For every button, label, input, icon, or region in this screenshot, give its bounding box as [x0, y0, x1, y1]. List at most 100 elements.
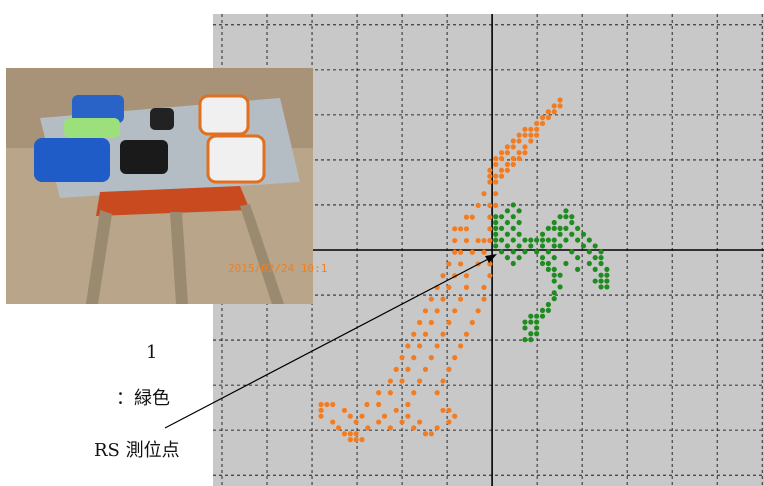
point [522, 237, 527, 242]
annotation: 1 [146, 342, 157, 363]
point [429, 431, 434, 436]
point [470, 250, 475, 255]
point [575, 237, 580, 242]
point [452, 238, 457, 243]
point [493, 174, 498, 179]
point [557, 214, 562, 219]
point [487, 215, 492, 220]
point [528, 331, 533, 336]
point [417, 419, 422, 424]
point [499, 174, 504, 179]
point [546, 308, 551, 313]
point [528, 337, 533, 342]
point [528, 314, 533, 319]
point [464, 215, 469, 220]
point [458, 226, 463, 231]
point [446, 285, 451, 290]
point [499, 150, 504, 155]
point [575, 226, 580, 231]
point [493, 226, 498, 231]
point [505, 255, 510, 260]
point [528, 138, 533, 143]
point [534, 127, 539, 132]
point [505, 168, 510, 173]
point [505, 162, 510, 167]
point [405, 414, 410, 419]
point [446, 419, 451, 424]
point [546, 261, 551, 266]
point [511, 144, 516, 149]
point [517, 220, 522, 225]
photo-battery [64, 118, 120, 138]
point [446, 261, 451, 266]
point [487, 174, 492, 179]
point [552, 109, 557, 114]
point [575, 267, 580, 272]
point [458, 261, 463, 266]
point [470, 320, 475, 325]
point [440, 273, 445, 278]
point [557, 243, 562, 248]
point [505, 243, 510, 248]
point [534, 325, 539, 330]
point [440, 378, 445, 383]
point [546, 249, 551, 254]
point [493, 232, 498, 237]
point [552, 103, 557, 108]
point [499, 214, 504, 219]
point [575, 255, 580, 260]
point [487, 179, 492, 184]
point [376, 419, 381, 424]
point [552, 273, 557, 278]
point [546, 109, 551, 114]
point [517, 255, 522, 260]
point [493, 179, 498, 184]
point [505, 144, 510, 149]
point [511, 162, 516, 167]
point [511, 261, 516, 266]
point [598, 249, 603, 254]
point [552, 237, 557, 242]
point [522, 319, 527, 324]
point [354, 431, 359, 436]
point [493, 214, 498, 219]
point [522, 144, 527, 149]
point [517, 232, 522, 237]
point [557, 103, 562, 108]
photo-device [34, 138, 110, 182]
point [569, 220, 574, 225]
point [452, 308, 457, 313]
point [429, 296, 434, 301]
point [452, 355, 457, 360]
point [476, 203, 481, 208]
point [563, 237, 568, 242]
point [546, 302, 551, 307]
point [522, 133, 527, 138]
point [354, 437, 359, 442]
point [411, 425, 416, 430]
point [359, 437, 364, 442]
point [552, 255, 557, 260]
point [540, 232, 545, 237]
point [487, 273, 492, 278]
point [458, 343, 463, 348]
point [435, 425, 440, 430]
point [511, 202, 516, 207]
point [423, 332, 428, 337]
point [522, 127, 527, 132]
point [342, 408, 347, 413]
point [464, 285, 469, 290]
point [552, 226, 557, 231]
point [522, 150, 527, 155]
point [517, 156, 522, 161]
point [405, 402, 410, 407]
point [604, 267, 609, 272]
point [487, 261, 492, 266]
point [598, 284, 603, 289]
photo: 2015/02/24 10:1 [6, 68, 327, 304]
point [435, 308, 440, 313]
point [411, 390, 416, 395]
point [528, 127, 533, 132]
point [399, 355, 404, 360]
point [417, 320, 422, 325]
